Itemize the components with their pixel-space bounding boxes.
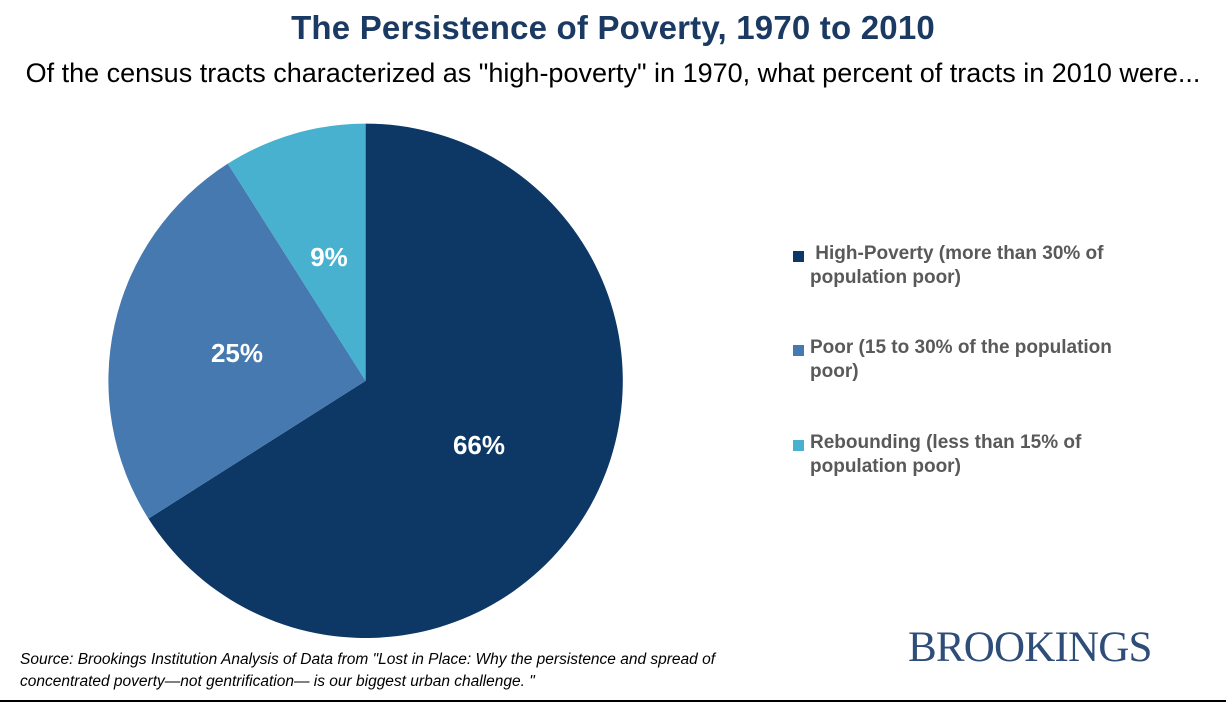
svg-text:25%: 25% (211, 338, 263, 368)
svg-text:9%: 9% (310, 242, 348, 272)
svg-text:66%: 66% (453, 430, 505, 460)
